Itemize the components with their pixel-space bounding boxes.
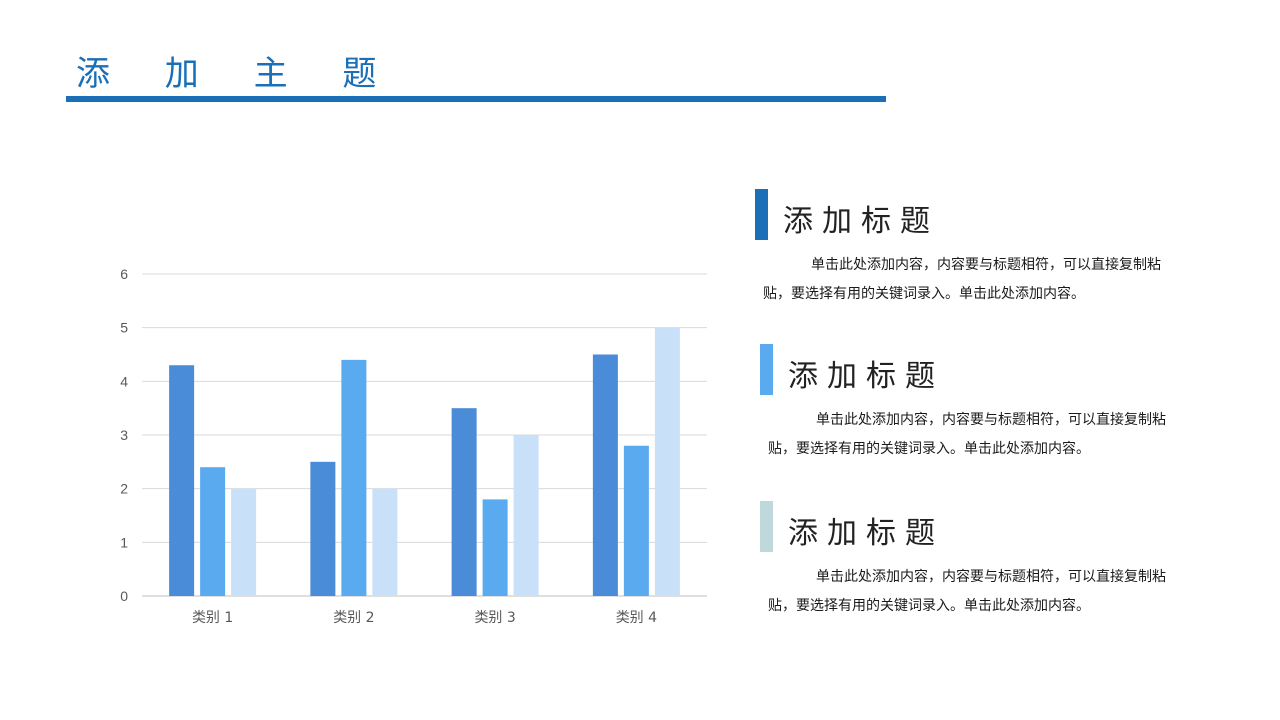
y-tick-label: 4: [120, 373, 128, 389]
y-tick-label: 5: [120, 320, 128, 336]
section-2-accent-bar: [760, 344, 773, 395]
section-1-body: 单击此处添加内容，内容要与标题相符，可以直接复制粘贴，要选择有用的关键词录入。单…: [763, 257, 1161, 302]
chart-gridlines: [142, 273, 707, 597]
x-tick-label: 类别 4: [616, 610, 657, 626]
y-tick-label: 0: [120, 588, 128, 604]
page-title: 添 加 主 题: [76, 54, 399, 94]
bar: [451, 408, 477, 596]
y-axis-tick-labels: 0 1 2 3 4 5 6: [120, 266, 128, 604]
bar: [200, 467, 226, 596]
y-tick-label: 6: [120, 266, 128, 282]
section-2-body: 单击此处添加内容，内容要与标题相符，可以直接复制粘贴，要选择有用的关键词录入。单…: [768, 412, 1166, 457]
bar: [231, 488, 257, 596]
section-3-body: 单击此处添加内容，内容要与标题相符，可以直接复制粘贴，要选择有用的关键词录入。单…: [768, 569, 1166, 614]
x-tick-label: 类别 1: [192, 610, 233, 626]
bar: [310, 461, 336, 596]
title-underline: [66, 96, 886, 102]
section-1-title: 添加标题: [783, 204, 939, 239]
y-tick-label: 2: [120, 481, 128, 497]
bar-chart: 0 1 2 3 4 5 6 类别 1 类别 2 类别 3 类别 4: [120, 266, 707, 626]
bar: [623, 445, 649, 596]
bar: [592, 354, 618, 596]
x-tick-label: 类别 3: [474, 610, 515, 626]
x-tick-label: 类别 2: [333, 610, 374, 626]
chart-bars: [169, 327, 680, 596]
section-2-title: 添加标题: [788, 359, 944, 394]
bar: [169, 365, 195, 596]
bar: [654, 327, 680, 596]
section-3-title: 添加标题: [788, 516, 944, 551]
bar: [341, 359, 367, 596]
bar: [513, 435, 539, 596]
bar: [372, 488, 398, 596]
y-tick-label: 1: [120, 534, 128, 550]
section-3-accent-bar: [760, 501, 773, 552]
section-1-accent-bar: [755, 189, 768, 240]
bar: [482, 499, 508, 596]
y-tick-label: 3: [120, 427, 128, 443]
x-axis-tick-labels: 类别 1 类别 2 类别 3 类别 4: [192, 610, 657, 626]
